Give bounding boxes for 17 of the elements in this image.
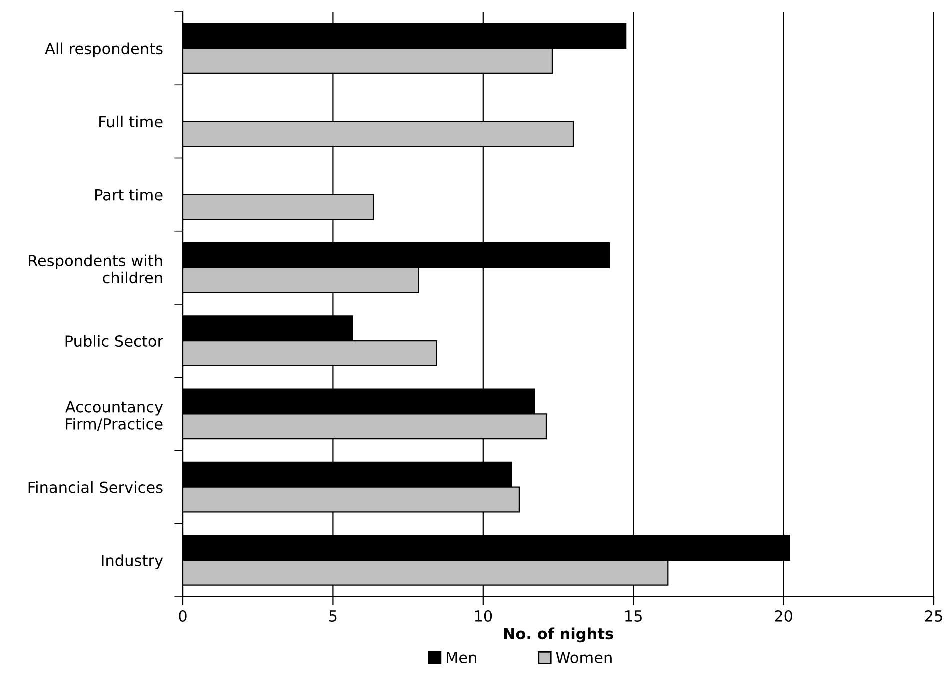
- y-tick-label: Part time: [96, 189, 163, 201]
- y-tick-label: Respondents with children: [29, 254, 162, 284]
- y-tick-label: All respondents: [45, 42, 163, 58]
- y-tick-label: Public Sector: [66, 335, 164, 348]
- y-tick-label: Accountancy Firm/Practice: [66, 401, 164, 432]
- y-tick-label: Industry: [102, 554, 164, 570]
- x-tick-label: 15: [626, 610, 642, 622]
- x-axis-title: No. of nights: [504, 628, 614, 643]
- x-tick-label: 10: [475, 610, 492, 622]
- legend-label: Men: [447, 652, 476, 664]
- x-tick-label: 20: [775, 610, 793, 622]
- legend-label: Women: [556, 652, 612, 664]
- y-tick-label: Financial Services: [28, 482, 163, 494]
- y-tick-label: Full time: [100, 116, 163, 128]
- x-tick-label: 0: [179, 610, 187, 622]
- x-tick-label: 5: [330, 610, 337, 622]
- x-tick-label: 25: [925, 610, 942, 622]
